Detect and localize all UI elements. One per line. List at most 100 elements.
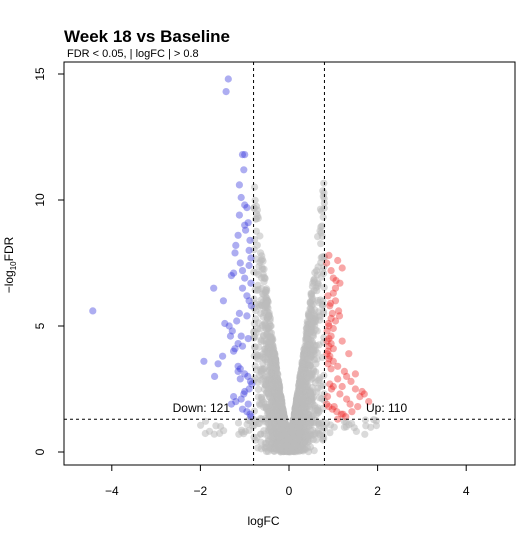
down-point <box>231 249 239 257</box>
down-point <box>219 352 227 360</box>
up-point <box>325 251 333 259</box>
up-point <box>327 332 335 340</box>
ns-point <box>264 390 272 398</box>
down-point <box>244 219 252 227</box>
up-point <box>329 357 337 365</box>
up-point <box>327 340 335 348</box>
down-point <box>246 377 255 385</box>
up-point <box>324 360 332 368</box>
ns-point <box>272 356 280 364</box>
up-point <box>325 322 333 330</box>
up-point <box>335 312 344 320</box>
up-point <box>334 256 342 265</box>
ns-point <box>257 309 265 317</box>
ns-point <box>261 302 269 310</box>
down-point <box>228 327 236 335</box>
down-point <box>241 221 249 229</box>
down-point <box>247 413 255 421</box>
ns-point <box>272 364 280 372</box>
up-point <box>351 370 359 378</box>
ns-point <box>308 369 316 377</box>
ns-point <box>319 338 327 347</box>
ns-point <box>295 429 303 437</box>
down-point <box>245 297 253 305</box>
ns-point <box>306 361 314 370</box>
ns-point <box>318 222 326 230</box>
x-tick-label: 2 <box>374 484 381 498</box>
ns-point <box>319 300 327 309</box>
down-point <box>238 151 247 159</box>
y-axis-label-sub: 10 <box>9 261 19 271</box>
ns-point <box>259 375 267 383</box>
ns-point <box>310 447 318 455</box>
ns-point <box>302 335 310 343</box>
ns-point <box>263 296 271 304</box>
up-point <box>329 382 337 391</box>
down-point <box>244 400 252 408</box>
ns-point <box>243 420 251 428</box>
ns-point <box>318 353 327 361</box>
ns-point <box>253 350 261 358</box>
ns-point <box>261 444 269 452</box>
down-point <box>235 309 243 317</box>
ns-point <box>314 404 322 412</box>
up-point <box>327 299 335 307</box>
down-point <box>246 236 254 244</box>
up-point <box>338 382 346 391</box>
down-point <box>241 370 249 378</box>
ns-point <box>250 295 258 303</box>
up-point <box>338 337 346 345</box>
down-point <box>230 393 238 401</box>
up-point <box>354 403 362 411</box>
up-point <box>332 277 340 285</box>
down-point <box>230 347 238 355</box>
down-point <box>200 357 208 365</box>
ns-point <box>320 283 328 291</box>
down-point <box>219 297 227 305</box>
up-point <box>327 385 336 393</box>
up-point <box>329 274 337 282</box>
up-point <box>323 337 331 345</box>
ns-point <box>317 207 326 215</box>
up-point <box>334 362 342 370</box>
down-point <box>234 362 242 370</box>
ns-point <box>320 189 328 197</box>
down-point <box>214 360 222 368</box>
up-point <box>330 403 338 411</box>
ns-point <box>310 276 318 284</box>
ns-point <box>361 430 369 438</box>
ns-point <box>319 267 327 275</box>
down-point <box>238 284 247 292</box>
x-tick-label: −2 <box>194 484 208 498</box>
up-point <box>331 317 340 325</box>
down-point <box>238 267 247 275</box>
ns-point <box>272 373 280 381</box>
up-count-label: Up: 110 <box>366 401 407 415</box>
down-point <box>244 335 252 343</box>
ns-point <box>254 420 262 428</box>
down-point <box>243 292 251 300</box>
ns-point <box>317 229 325 237</box>
up-point <box>342 413 350 421</box>
up-point <box>334 375 342 383</box>
down-point <box>241 387 249 396</box>
down-point <box>245 261 253 270</box>
ns-point <box>305 437 313 445</box>
ns-point <box>372 422 380 430</box>
up-point <box>329 345 337 353</box>
down-point <box>221 319 229 328</box>
ns-point <box>314 263 322 271</box>
ns-point <box>285 435 293 443</box>
down-count-label: Down: 121 <box>173 401 231 415</box>
ns-point <box>326 429 334 437</box>
down-point <box>236 259 244 267</box>
ns-point <box>315 421 323 429</box>
ns-point <box>261 414 269 423</box>
ns-point <box>312 410 320 419</box>
ns-point <box>260 354 268 362</box>
ns-point <box>217 422 225 431</box>
ns-point <box>317 240 325 248</box>
ns-point <box>361 416 369 424</box>
up-point <box>331 284 340 292</box>
up-point <box>336 390 344 398</box>
